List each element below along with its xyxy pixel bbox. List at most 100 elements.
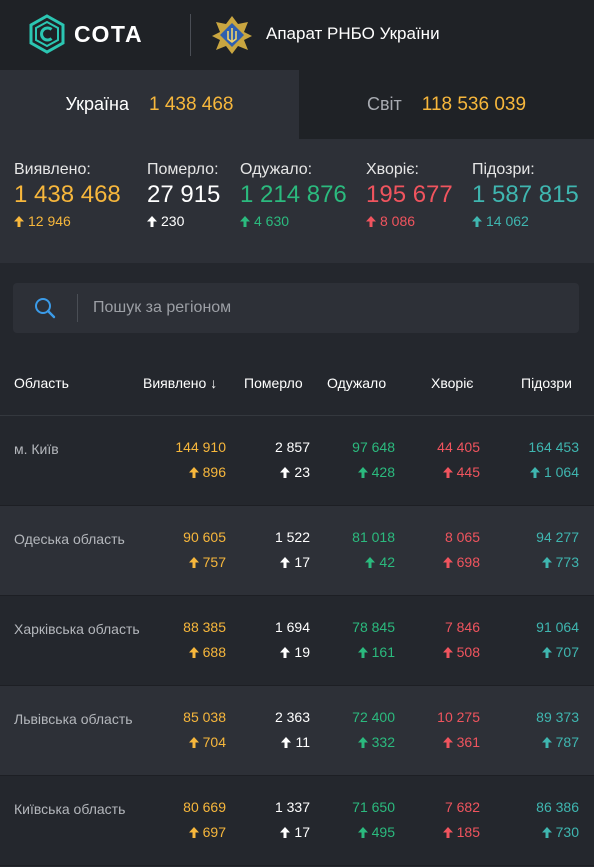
sick-delta: 185: [442, 823, 480, 841]
suspected-value: 89 373: [536, 709, 579, 725]
stat-sick-value: 195 677: [366, 181, 453, 208]
header-separator: [0, 415, 594, 416]
detected-cell: 88 385 688: [183, 618, 226, 661]
arrow-up-icon: [541, 556, 552, 568]
deaths-delta: 17: [275, 823, 310, 841]
sort-down-icon: ↓: [210, 375, 218, 391]
sick-delta-value: 698: [456, 554, 480, 570]
suspected-delta: 1 064: [528, 463, 579, 481]
sick-value: 8 065: [444, 529, 480, 545]
table-row[interactable]: Одеська область 90 605 757 1 522 17 81 0…: [0, 506, 594, 596]
arrow-up-icon: [14, 215, 24, 227]
deaths-delta: 17: [275, 553, 310, 571]
arrow-up-icon: [188, 466, 199, 478]
tab-ukraine[interactable]: Україна 1 438 468: [0, 70, 299, 139]
arrow-up-icon: [280, 556, 291, 568]
sota-logo[interactable]: СОТА: [28, 14, 143, 54]
search-icon[interactable]: [13, 283, 77, 333]
detected-delta-value: 688: [202, 644, 226, 660]
deaths-cell: 1 694 19: [275, 618, 310, 661]
deaths-value: 2 857: [274, 439, 310, 455]
deaths-cell: 1 522 17: [275, 528, 310, 571]
tab-world[interactable]: Світ 118 536 039: [299, 70, 594, 139]
search-separator: [77, 294, 78, 322]
sick-cell: 8 065 698: [442, 528, 480, 571]
region-name: Одеська область: [14, 531, 125, 547]
table-row[interactable]: Київська область 80 669 697 1 337 17 71 …: [0, 776, 594, 866]
suspected-delta-value: 1 064: [543, 464, 579, 480]
table-row[interactable]: м. Київ 144 910 896 2 857 23 97 648 428 …: [0, 416, 594, 506]
sick-cell: 44 405 445: [437, 438, 480, 481]
detected-delta-value: 704: [202, 734, 226, 750]
suspected-cell: 91 064 707: [536, 618, 579, 661]
suspected-cell: 86 386 730: [536, 798, 579, 841]
suspected-value: 94 277: [536, 529, 579, 545]
sick-delta: 445: [437, 463, 480, 481]
region-table: м. Київ 144 910 896 2 857 23 97 648 42 8 …: [0, 416, 594, 866]
detected-cell: 80 669 697: [183, 798, 226, 841]
recovered-delta: 42: [352, 553, 395, 571]
suspected-value: 86 386: [536, 799, 579, 815]
arrow-up-icon: [472, 215, 482, 227]
detected-cell: 85 038 704: [183, 708, 226, 751]
stat-recovered-label: Одужало:: [240, 161, 313, 178]
detected-value: 144 910: [175, 439, 226, 455]
col-deaths[interactable]: Померло: [244, 375, 303, 391]
suspected-delta: 787: [536, 733, 579, 751]
recovered-delta-value: 428: [371, 464, 395, 480]
recovered-delta-value: 42: [379, 554, 395, 570]
detected-delta: 896: [175, 463, 226, 481]
org-name: Апарат РНБО України: [266, 24, 440, 43]
arrow-up-icon: [357, 826, 368, 838]
arrow-up-icon: [240, 215, 250, 227]
recovered-value: 81 018: [352, 529, 395, 545]
arrow-up-icon: [188, 736, 199, 748]
stat-suspected-delta: 14 062: [472, 213, 579, 229]
arrow-up-icon: [541, 826, 552, 838]
col-region[interactable]: Область: [14, 375, 69, 391]
stat-recovered-delta-value: 4 630: [254, 213, 290, 229]
stat-sick-delta: 8 086: [366, 213, 453, 229]
stat-deaths-value: 27 915: [147, 181, 221, 208]
tab-ukraine-label: Україна: [65, 94, 129, 114]
col-suspected[interactable]: Підозри: [521, 375, 572, 391]
tab-world-label: Світ: [366, 94, 402, 114]
stat-deaths: Померло: 27 915 230: [147, 161, 220, 229]
suspected-delta: 773: [536, 553, 579, 571]
sick-delta-value: 361: [456, 734, 480, 750]
recovered-delta: 161: [352, 643, 395, 661]
suspected-delta-value: 730: [555, 824, 579, 840]
stat-detected-delta-value: 12 946: [28, 213, 71, 229]
detected-value: 88 385: [183, 619, 226, 635]
deaths-value: 2 363: [274, 709, 310, 725]
search-input[interactable]: [78, 283, 579, 333]
detected-delta: 757: [183, 553, 226, 571]
deaths-value: 1 694: [274, 619, 310, 635]
detected-value: 80 669: [183, 799, 226, 815]
col-detected[interactable]: Виявлено ↓: [143, 375, 217, 391]
table-row[interactable]: Харківська область 88 385 688 1 694 19 7…: [0, 596, 594, 686]
deaths-delta: 19: [275, 643, 310, 661]
col-recovered[interactable]: Одужало: [327, 375, 387, 391]
sick-value: 10 275: [437, 709, 480, 725]
header-divider: [190, 14, 191, 56]
deaths-delta-value: 19: [294, 644, 310, 660]
col-detected-label: Виявлено: [143, 375, 207, 391]
app-header: СОТА Апарат РНБО України: [0, 0, 594, 70]
region-name: Харківська область: [14, 621, 140, 637]
recovered-value: 97 648: [352, 439, 395, 455]
table-row[interactable]: Львівська область 85 038 704 2 363 11 72…: [0, 686, 594, 776]
arrow-up-icon: [541, 646, 552, 658]
stat-detected-delta: 12 946: [14, 213, 121, 229]
arrow-up-icon: [280, 826, 291, 838]
deaths-value: 1 522: [274, 529, 310, 545]
stat-suspected-label: Підозри:: [472, 161, 535, 178]
suspected-cell: 89 373 787: [536, 708, 579, 751]
recovered-cell: 71 650 495: [352, 798, 395, 841]
deaths-value: 1 337: [274, 799, 310, 815]
suspected-value: 91 064: [536, 619, 579, 635]
recovered-cell: 72 400 332: [352, 708, 395, 751]
detected-delta: 704: [183, 733, 226, 751]
arrow-up-icon: [442, 466, 453, 478]
col-sick[interactable]: Хворіє: [431, 375, 474, 391]
